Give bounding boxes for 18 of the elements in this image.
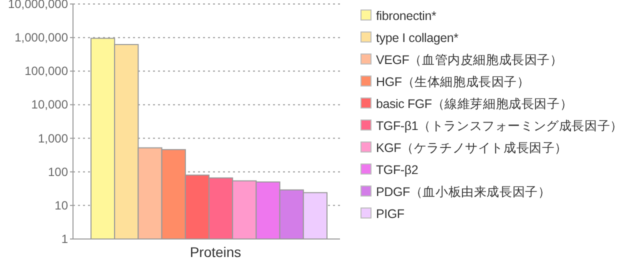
y-tick-label: 10 — [54, 198, 68, 212]
y-tick-label: 1 — [61, 232, 68, 246]
y-tick-label: 10,000 — [31, 98, 68, 112]
legend-label: fibronectin* — [376, 9, 436, 23]
y-tick-label: 1,000,000 — [14, 30, 68, 45]
legend-label: PIGF — [376, 207, 405, 221]
y-tick-label: 1,000 — [38, 131, 68, 146]
legend-label: PDGF（血小板由来成長因子） — [376, 185, 551, 199]
y-tick-label: 100,000 — [24, 64, 68, 78]
x-axis-title: Proteins — [190, 244, 242, 260]
legend-label: VEGF（血管内皮細胞成長因子） — [376, 53, 563, 67]
legend-label: basic FGF（線維芽細胞成長因子） — [376, 97, 573, 111]
legend-label: HGF（生体細胞成長因子） — [376, 75, 530, 89]
legend-label: type I collagen* — [376, 31, 459, 45]
legend-label: TGF-β2 — [376, 163, 418, 177]
legend-label: TGF-β1（トランスフォーミング成長因子） — [376, 119, 623, 133]
y-tick-label: 100 — [48, 164, 68, 179]
legend-label: KGF（ケラチノサイト成長因子） — [376, 141, 568, 155]
